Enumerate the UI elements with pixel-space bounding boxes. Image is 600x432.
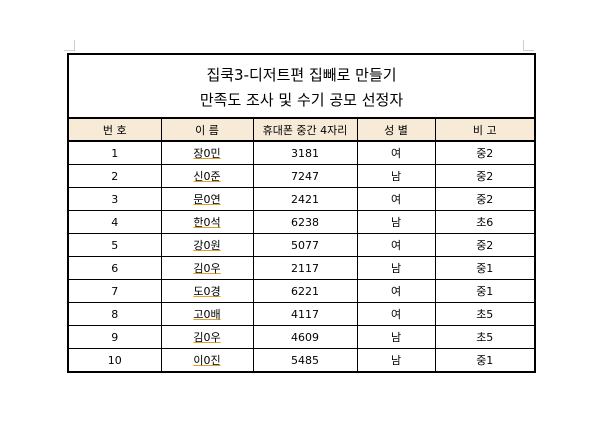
row-name-text: 이0진 <box>193 354 221 367</box>
row-gender[interactable]: 남 <box>356 164 436 188</box>
row-number[interactable]: 3 <box>69 187 162 211</box>
row-name-text: 장0민 <box>193 147 221 160</box>
row-note[interactable]: 중2 <box>434 233 534 257</box>
row-note[interactable]: 중1 <box>434 279 534 303</box>
table-header-row: 번 호 이 름 휴대폰 중간 4자리 성 별 비 고 <box>69 117 534 142</box>
row-number[interactable]: 1 <box>69 140 162 165</box>
row-gender[interactable]: 남 <box>356 348 436 371</box>
header-note[interactable]: 비 고 <box>434 117 534 142</box>
table-row: 4 한0석 6238 남 초6 <box>69 210 534 234</box>
row-name-text: 문0연 <box>193 193 221 206</box>
row-name[interactable]: 김0우 <box>160 325 254 349</box>
row-name-text: 한0석 <box>193 216 221 229</box>
table-row: 1 장0민 3181 여 중2 <box>69 140 534 165</box>
table-row: 8 고0배 4117 여 초5 <box>69 302 534 326</box>
row-note[interactable]: 초5 <box>434 302 534 326</box>
row-gender[interactable]: 남 <box>356 210 436 234</box>
header-name[interactable]: 이 름 <box>160 117 254 142</box>
table-row: 6 김0우 2117 남 중1 <box>69 256 534 280</box>
row-note[interactable]: 초6 <box>434 210 534 234</box>
table-row: 9 김0우 4609 남 초5 <box>69 325 534 349</box>
row-number[interactable]: 5 <box>69 233 162 257</box>
page-corner-mark-right <box>523 40 534 51</box>
row-number[interactable]: 2 <box>69 164 162 188</box>
row-note[interactable]: 중1 <box>434 256 534 280</box>
row-name-text: 도0경 <box>193 285 221 298</box>
page-corner-mark-left <box>64 40 75 51</box>
row-phone[interactable]: 2421 <box>252 187 358 211</box>
row-phone[interactable]: 5077 <box>252 233 358 257</box>
row-gender[interactable]: 여 <box>356 140 436 165</box>
row-name[interactable]: 김0우 <box>160 256 254 280</box>
row-name[interactable]: 장0민 <box>160 140 254 165</box>
document-table-box: 집쿡3-디저트편 집빼로 만들기 만족도 조사 및 수기 공모 선정자 번 호 … <box>67 53 536 373</box>
row-gender[interactable]: 남 <box>356 256 436 280</box>
row-name-text: 신0준 <box>193 170 221 183</box>
row-gender[interactable]: 남 <box>356 325 436 349</box>
row-note[interactable]: 중2 <box>434 164 534 188</box>
row-number[interactable]: 7 <box>69 279 162 303</box>
title-block: 집쿡3-디저트편 집빼로 만들기 만족도 조사 및 수기 공모 선정자 <box>69 55 534 117</box>
row-phone[interactable]: 2117 <box>252 256 358 280</box>
row-number[interactable]: 6 <box>69 256 162 280</box>
row-gender[interactable]: 여 <box>356 233 436 257</box>
header-number[interactable]: 번 호 <box>69 117 162 142</box>
row-name[interactable]: 문0연 <box>160 187 254 211</box>
row-note[interactable]: 초5 <box>434 325 534 349</box>
row-name[interactable]: 도0경 <box>160 279 254 303</box>
row-name-text: 강0원 <box>193 239 221 252</box>
row-name[interactable]: 고0배 <box>160 302 254 326</box>
row-name-text: 김0우 <box>193 262 221 275</box>
row-note[interactable]: 중1 <box>434 348 534 371</box>
row-phone[interactable]: 6221 <box>252 279 358 303</box>
row-name-text: 김0우 <box>193 331 221 344</box>
row-name[interactable]: 강0원 <box>160 233 254 257</box>
row-phone[interactable]: 3181 <box>252 140 358 165</box>
document-subtitle[interactable]: 만족도 조사 및 수기 공모 선정자 <box>199 91 404 109</box>
row-gender[interactable]: 여 <box>356 302 436 326</box>
row-phone[interactable]: 6238 <box>252 210 358 234</box>
row-phone[interactable]: 5485 <box>252 348 358 371</box>
table-row: 10 이0진 5485 남 중1 <box>69 348 534 371</box>
row-name[interactable]: 한0석 <box>160 210 254 234</box>
row-name[interactable]: 신0준 <box>160 164 254 188</box>
document-title[interactable]: 집쿡3-디저트편 집빼로 만들기 <box>206 66 397 84</box>
row-phone[interactable]: 7247 <box>252 164 358 188</box>
header-gender[interactable]: 성 별 <box>356 117 436 142</box>
table-row: 2 신0준 7247 남 중2 <box>69 164 534 188</box>
table-row: 5 강0원 5077 여 중2 <box>69 233 534 257</box>
row-number[interactable]: 9 <box>69 325 162 349</box>
table-row: 3 문0연 2421 여 중2 <box>69 187 534 211</box>
row-note[interactable]: 중2 <box>434 187 534 211</box>
header-phone[interactable]: 휴대폰 중간 4자리 <box>252 117 358 142</box>
row-phone[interactable]: 4609 <box>252 325 358 349</box>
table-row: 7 도0경 6221 여 중1 <box>69 279 534 303</box>
row-name[interactable]: 이0진 <box>160 348 254 371</box>
row-number[interactable]: 10 <box>69 348 162 371</box>
row-gender[interactable]: 여 <box>356 187 436 211</box>
row-phone[interactable]: 4117 <box>252 302 358 326</box>
row-name-text: 고0배 <box>193 308 221 321</box>
row-gender[interactable]: 여 <box>356 279 436 303</box>
winners-table: 번 호 이 름 휴대폰 중간 4자리 성 별 비 고 1 장0민 3181 여 중2 2 신… <box>69 117 534 371</box>
row-number[interactable]: 4 <box>69 210 162 234</box>
row-note[interactable]: 중2 <box>434 140 534 165</box>
row-number[interactable]: 8 <box>69 302 162 326</box>
